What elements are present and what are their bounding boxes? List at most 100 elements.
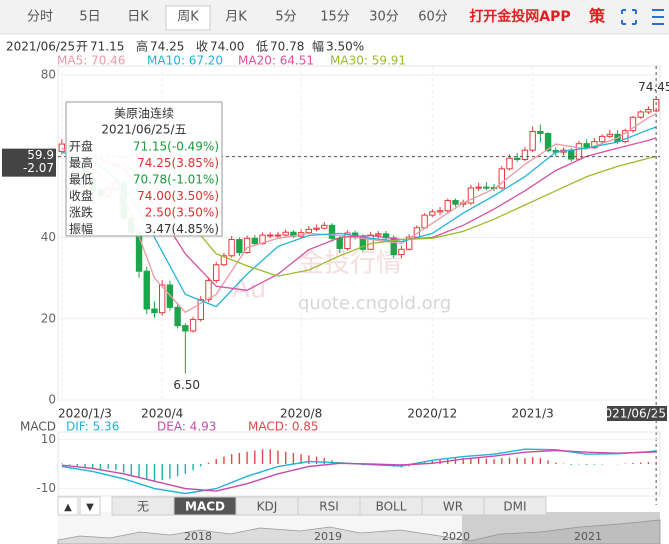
watermark-url: quote.cngold.org [298,293,451,314]
indicator-button-bg[interactable] [483,496,547,516]
tooltip-value: 74.25(3.85%) [137,156,219,170]
tab[interactable]: 30分 [369,10,399,25]
info-value: 71.15 [90,40,124,54]
macd-dif-legend: DIF: 5.36 [66,420,119,434]
navigator-year: 2018 [184,530,212,543]
strategy-button[interactable]: 策 [588,7,606,26]
ma-legend: MA20: 64.51 [238,54,314,68]
tab[interactable]: 月K [225,10,247,25]
tooltip-value: 3.47(4.85%) [145,222,219,236]
candle-body [143,270,150,310]
navigator-year: 2019 [314,530,342,543]
indicator-button[interactable]: 无 [137,500,149,514]
tab[interactable]: 日K [127,10,149,25]
candle-body [367,234,374,250]
crosshair-change: -2.07 [23,161,54,175]
candle-body [544,133,552,152]
candle-body [606,133,614,137]
ma-legend: MA30: 59.91 [330,54,406,68]
candle-body [521,149,529,160]
tab-bar [0,0,669,34]
x-tick-label: 2020/8 [280,407,322,421]
macd-y-tick-label: 10 [41,432,56,446]
ma-line [92,137,657,291]
indicator-button[interactable]: RSI [319,500,339,514]
indicator-button[interactable]: DMI [503,500,526,514]
candle-body [197,299,204,321]
candle-body [328,224,336,239]
tab[interactable]: 60分 [418,10,448,25]
down-button-bg[interactable] [79,496,101,516]
app-link[interactable]: 打开金投网APP [469,8,570,25]
tab[interactable]: 分时 [27,10,53,25]
tab[interactable]: 5日 [79,10,100,25]
indicator-button[interactable]: KDJ [257,500,278,514]
candle-body [575,143,583,160]
candle-body [267,234,274,237]
tooltip-box [65,101,223,237]
ma-line [61,126,657,308]
tooltip-date: 2021/06/25/五 [101,123,186,137]
candle-body [436,210,444,213]
candle-body [529,130,536,151]
candle-body [321,224,328,229]
x-tick-label: 2021/06/25 [597,407,666,421]
tooltip-label: 最高 [69,155,93,170]
info-label: 幅 [312,39,324,54]
up-button[interactable]: ▲ [64,502,72,513]
candle-body [336,237,343,249]
tab[interactable]: 周K [177,10,199,25]
indicator-button[interactable]: MACD [185,500,225,514]
y-tick-label: 20 [41,311,56,325]
info-label: 低 [256,40,268,54]
x-tick-label: 2020/12 [407,407,457,421]
candle-body [637,111,644,118]
watermark-name: 金投行情 [298,249,402,279]
candle-body [243,237,251,254]
tooltip-label: 最低 [69,173,93,187]
info-label: 开 [76,40,88,54]
down-button[interactable]: ▼ [86,502,94,513]
candle-body [58,143,66,152]
candle-body [182,325,189,332]
info-value: 74.25 [150,40,184,54]
ma-legend: MA10: 67.20 [147,54,223,68]
candle-body [398,248,405,256]
tooltip-value: 2.50(3.50%) [145,206,219,220]
candle-body [213,264,220,282]
macd-dea-line [61,449,657,492]
info-date: 2021/06/25 [6,40,75,54]
candle-body [166,284,174,308]
up-button-bg[interactable] [57,496,79,516]
info-label: 高 [136,39,148,54]
candle-body [483,186,490,189]
menu-icon[interactable] [652,9,664,25]
candle-body [236,239,243,254]
candle-body [645,109,652,113]
tooltip-label: 涨跌 [69,205,93,220]
indicator-button[interactable]: BOLL [376,500,407,514]
tab[interactable]: 15分 [320,10,350,25]
macd-y-tick-label: -10 [36,481,56,495]
fullscreen-icon[interactable] [621,9,637,25]
candle-body [375,233,382,236]
navigator-selection[interactable] [462,512,660,544]
info-value: 70.78 [270,40,304,54]
macd-frame [57,431,661,497]
ma-legend: MA5: 70.46 [57,54,125,68]
info-value: 3.50% [326,40,364,54]
tooltip-value: 70.78(-1.01%) [133,173,219,187]
macd-title: MACD [20,420,56,434]
crosshair-value: 59.9 [27,148,54,162]
tab[interactable]: 5分 [275,10,296,25]
navigator-area [57,519,661,544]
indicator-button[interactable]: WR [443,500,463,514]
candle-body [282,231,289,236]
candle-body [251,237,259,245]
candle-body [305,228,313,234]
tooltip-title: 美原油连续 [114,106,174,121]
y-tick-label: 40 [41,230,56,244]
candle-body [598,135,606,143]
candle-body [568,149,575,160]
